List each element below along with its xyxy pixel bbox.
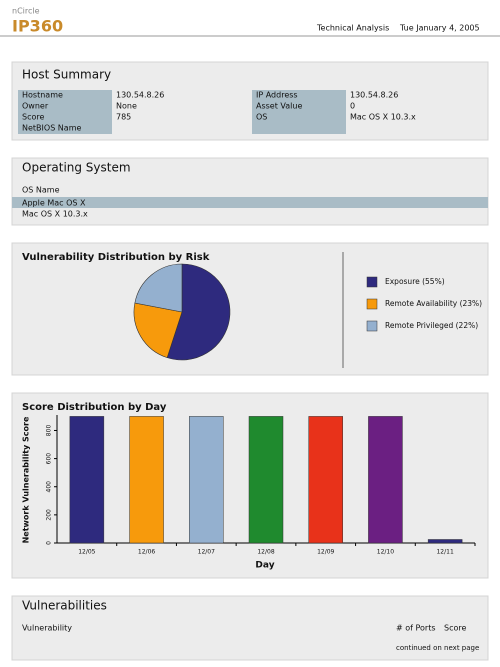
column-header: Vulnerability — [22, 624, 72, 633]
value-cell: 130.54.8.26 — [350, 91, 398, 100]
brand: nCircle — [12, 7, 40, 16]
value-cell: 130.54.8.26 — [116, 91, 164, 100]
label-cell — [18, 112, 112, 123]
y-axis-label: Network Vulnerability Score — [22, 416, 31, 543]
label-cell — [252, 90, 346, 101]
bar — [189, 416, 224, 544]
label-cell — [252, 123, 346, 134]
label-cell — [18, 123, 112, 134]
column-header: OS Name — [22, 186, 60, 195]
report-date: Tue January 4, 2005 — [399, 24, 480, 33]
section-title: Host Summary — [22, 68, 111, 82]
label-text: Owner — [22, 102, 49, 111]
x-axis-label: Day — [255, 561, 274, 571]
pie-slice — [133, 302, 183, 359]
value-cell: 785 — [116, 113, 131, 122]
product: IP360 — [12, 17, 63, 36]
x-tick-label: 12/10 — [377, 549, 394, 556]
bar — [308, 416, 343, 544]
legend-label: Remote Availability (23%) — [385, 299, 482, 308]
label-cell — [252, 112, 346, 123]
row-highlight — [12, 197, 488, 208]
x-tick-label: 12/11 — [436, 549, 453, 556]
column-header: Score — [444, 624, 466, 633]
bar — [129, 416, 164, 544]
label-text: Score — [22, 113, 44, 122]
label-cell — [18, 101, 112, 112]
bar — [427, 539, 463, 544]
section-box — [11, 595, 489, 661]
y-tick-label: 600 — [46, 453, 53, 465]
bar-chart: 0 200 400 600 800 12/05 12/06 12/07 12/08 12/09 12… — [46, 415, 476, 556]
y-tick-label: 400 — [46, 481, 53, 493]
label-cell — [252, 101, 346, 112]
x-tick-label: 12/05 — [78, 549, 95, 556]
bar — [248, 416, 284, 544]
x-tick-label: 12/07 — [198, 549, 215, 556]
y-tick-label: 0 — [46, 541, 53, 545]
host-table: Hostname 130.54.8.26 IP Address 130.54.8.26… — [18, 90, 416, 134]
section-title: Operating System — [22, 161, 131, 175]
chart-box — [11, 242, 489, 376]
legend-label: Remote Privileged (22%) — [385, 321, 478, 330]
section-box — [11, 157, 489, 226]
os-row: Mac OS X 10.3.x — [22, 210, 88, 219]
label-text: OS — [256, 113, 267, 122]
chart-title: Score Distribution by Day — [22, 402, 167, 413]
x-tick-label: 12/08 — [257, 549, 274, 556]
y-tick-label: 200 — [46, 509, 53, 521]
x-tick-label: 12/06 — [138, 549, 155, 556]
bar — [368, 416, 403, 544]
os-row: Apple Mac OS X — [22, 199, 86, 208]
bar — [69, 416, 105, 544]
y-tick-label: 800 — [46, 425, 53, 437]
pie-chart: Exposure (55%) Remote Availability (23%) R… — [133, 263, 482, 361]
continued-note: continued on next page — [396, 644, 479, 652]
label-text: NetBIOS Name — [22, 124, 81, 133]
section-title: Vulnerabilities — [22, 599, 107, 613]
value-cell: 0 — [350, 102, 355, 111]
pie-slice — [134, 263, 183, 313]
label-text: IP Address — [256, 91, 298, 100]
legend-label: Exposure (55%) — [385, 277, 445, 286]
legend-swatch — [366, 276, 378, 288]
report-name: Technical Analysis — [316, 24, 389, 33]
value-cell: Mac OS X 10.3.x — [350, 113, 416, 122]
x-tick-label: 12/09 — [317, 549, 334, 556]
label-text: Hostname — [22, 91, 63, 100]
label-cell — [18, 90, 112, 101]
chart-title: Vulnerability Distribution by Risk — [22, 252, 210, 263]
legend-swatch — [366, 320, 378, 332]
label-text: Asset Value — [256, 102, 302, 111]
value-cell: None — [116, 102, 137, 111]
legend-swatch — [366, 298, 378, 310]
pie-slice — [166, 263, 231, 361]
column-header: # of Ports — [396, 624, 436, 633]
